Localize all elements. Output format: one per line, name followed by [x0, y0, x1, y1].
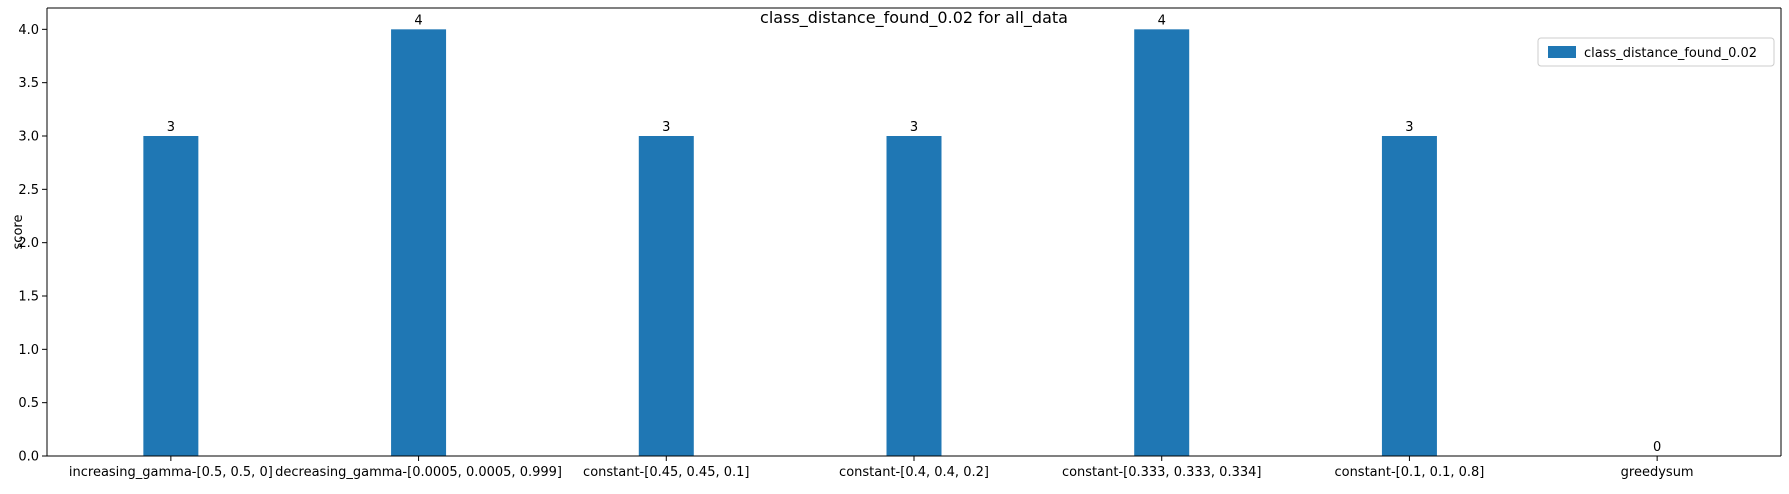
x-tick-label: constant-[0.333, 0.333, 0.334] — [1062, 465, 1262, 480]
data-label: 0 — [1653, 440, 1661, 455]
x-tick-label: greedysum — [1621, 465, 1694, 480]
data-label: 3 — [167, 120, 175, 135]
chart-title: class_distance_found_0.02 for all_data — [760, 8, 1068, 28]
y-tick-label: 2.0 — [18, 236, 39, 251]
y-tick-label: 4.0 — [18, 23, 39, 38]
bar — [391, 29, 447, 456]
bar — [1134, 29, 1190, 456]
legend: class_distance_found_0.02 — [1537, 37, 1775, 67]
data-label: 4 — [1158, 13, 1166, 28]
data-label: 3 — [662, 120, 670, 135]
x-tick-label: constant-[0.4, 0.4, 0.2] — [839, 465, 989, 480]
plot-area: 3 4 3 3 4 3 0 0.0 0.5 1.0 1.5 2.0 2.5 3.0 3.5 4.0 increa… — [18, 7, 1782, 480]
x-tick-label: increasing_gamma-[0.5, 0.5, 0] — [69, 465, 273, 480]
data-label: 4 — [414, 13, 422, 28]
y-tick-label: 0.5 — [18, 396, 39, 411]
bar — [886, 136, 942, 456]
y-tick-label: 3.0 — [18, 130, 39, 145]
legend-box — [1537, 37, 1775, 67]
y-tick-label: 1.0 — [18, 343, 39, 358]
x-tick-label: constant-[0.1, 0.1, 0.8] — [1334, 465, 1484, 480]
data-label: 3 — [1405, 120, 1413, 135]
y-tick-label: 2.5 — [18, 183, 39, 198]
legend-label: class_distance_found_0.02 — [1584, 46, 1757, 61]
legend-swatch — [1548, 46, 1576, 58]
y-axis-label: score — [11, 215, 26, 250]
bar — [143, 136, 199, 456]
y-tick-label: 1.5 — [18, 290, 39, 305]
y-tick-label: 3.5 — [18, 76, 39, 91]
x-tick-label: constant-[0.45, 0.45, 0.1] — [583, 465, 749, 480]
x-tick-label: decreasing_gamma-[0.0005, 0.0005, 0.999] — [275, 465, 562, 480]
bar — [1381, 136, 1437, 456]
y-tick-label: 0.0 — [18, 450, 39, 465]
bar — [638, 136, 694, 456]
data-label: 3 — [910, 120, 918, 135]
